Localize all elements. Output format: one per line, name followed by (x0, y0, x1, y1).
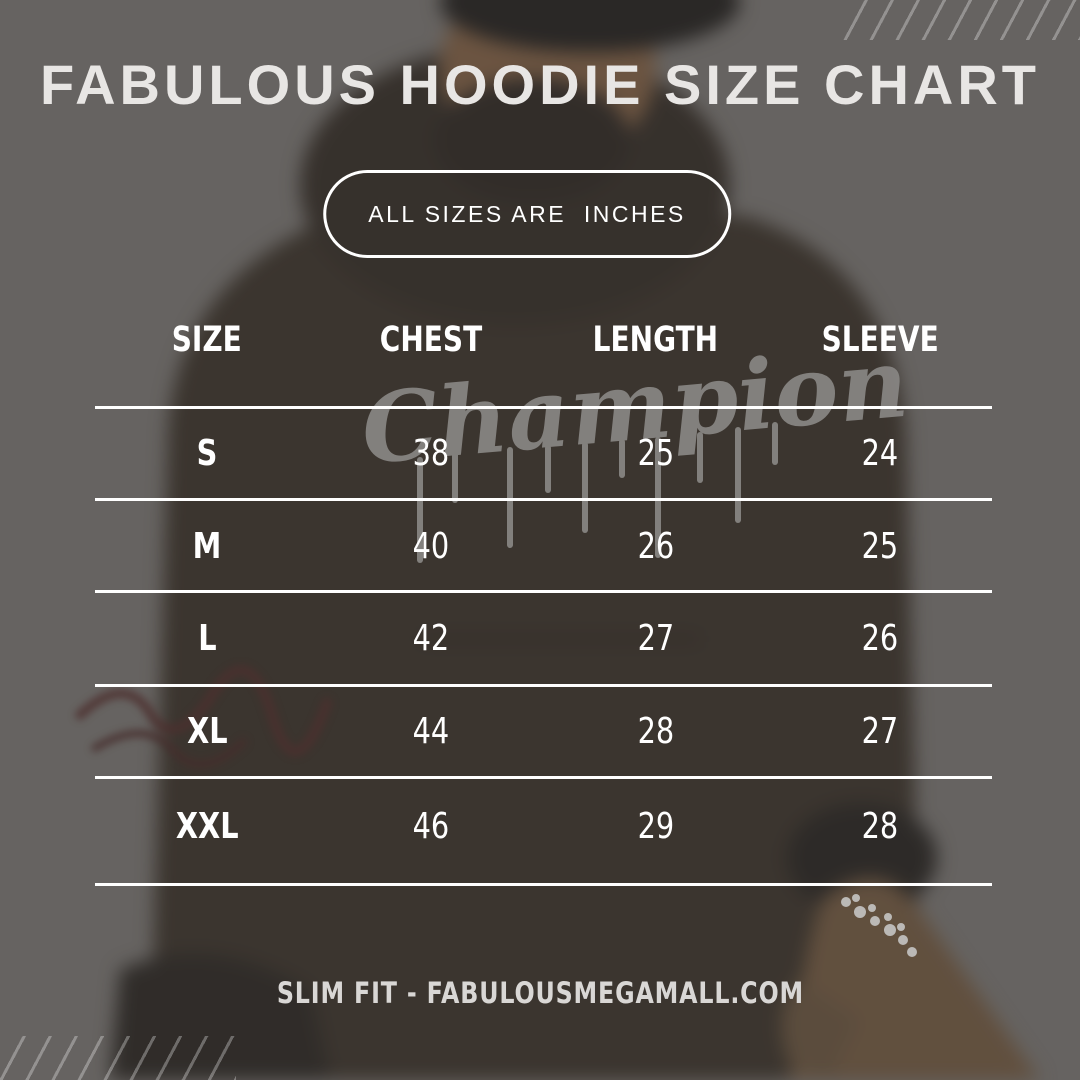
column-header-length: LENGTH (592, 320, 719, 360)
left-cuff-shape (110, 954, 330, 1080)
chest-value: 42 (413, 617, 450, 659)
table-row-xxl: XXL 46 29 28 (95, 804, 992, 848)
chest-value: 44 (413, 710, 450, 752)
table-row-s: S 38 25 24 (95, 431, 992, 475)
page-title: FABULOUS HOODIE SIZE CHART (39, 53, 1041, 116)
table-header-row: SIZE CHEST LENGTH SLEEVE (95, 318, 992, 362)
length-value: 28 (637, 710, 674, 752)
size-label: S (196, 432, 218, 474)
chest-value: 46 (413, 805, 450, 847)
divider-line (95, 684, 992, 687)
footer-text: SLIM FIT - FABULOUSMEGAMALL.COM (276, 976, 804, 1010)
column-header-chest: CHEST (380, 320, 483, 360)
corner-stripes-top-right (842, 0, 1080, 40)
length-value: 27 (637, 617, 674, 659)
table-row-l: L 42 27 26 (95, 616, 992, 660)
column-header-size: SIZE (172, 320, 243, 360)
units-badge-label: ALL SIZES ARE INCHES (368, 200, 686, 227)
cap-shape (440, 0, 740, 52)
length-value: 29 (637, 805, 674, 847)
size-label: L (197, 617, 217, 659)
right-thumb-shape (781, 980, 860, 1080)
corner-stripes-bottom-left (0, 1036, 236, 1080)
size-label: XL (186, 710, 228, 752)
size-label: M (192, 525, 222, 567)
units-badge: ALL SIZES ARE INCHES (323, 170, 731, 258)
divider-line (95, 776, 992, 779)
hoodie-torso-shape (150, 212, 922, 1080)
divider-line (95, 498, 992, 501)
watch-bracelet (841, 894, 917, 957)
sleeve-value: 27 (861, 710, 899, 752)
sleeve-value: 26 (861, 617, 899, 659)
chest-value: 40 (413, 525, 450, 567)
size-label: XXL (175, 805, 239, 847)
sleeve-value: 28 (861, 805, 899, 847)
pocket-seam (420, 636, 700, 642)
chest-value: 38 (413, 432, 450, 474)
table-row-xl: XL 44 28 27 (95, 709, 992, 753)
divider-line (95, 590, 992, 593)
column-header-sleeve: SLEEVE (821, 320, 939, 360)
logo-drips (417, 422, 778, 563)
size-table: SIZE CHEST LENGTH SLEEVE S 38 25 24 M 40… (95, 0, 992, 1080)
length-value: 26 (637, 525, 674, 567)
length-value: 25 (637, 432, 674, 474)
divider-line (95, 883, 992, 886)
table-row-m: M 40 26 25 (95, 524, 992, 568)
sleeve-value: 24 (861, 432, 899, 474)
divider-line (95, 406, 992, 409)
sleeve-value: 25 (861, 525, 899, 567)
